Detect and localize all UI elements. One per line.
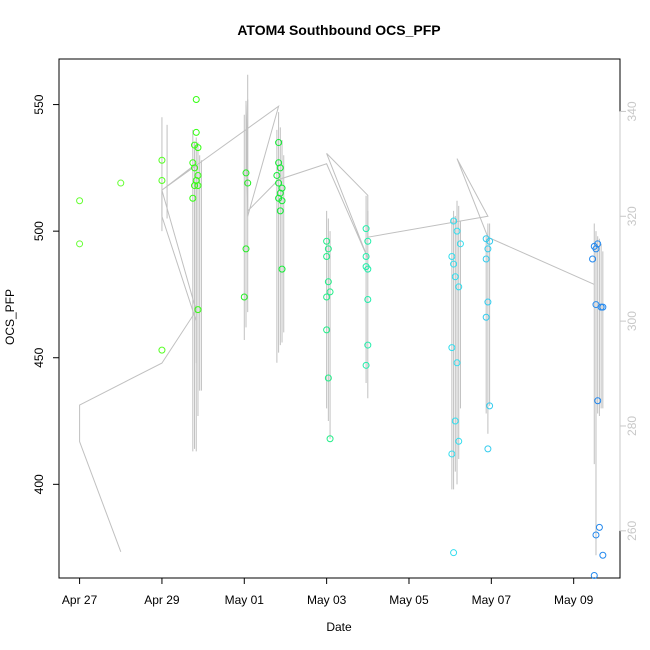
data-point (482, 313, 490, 321)
secondary-line-path (79, 74, 595, 552)
data-point (158, 346, 166, 354)
y-tick-label: 400 (32, 474, 46, 494)
y-tick-label: 450 (32, 347, 46, 367)
data-point (456, 240, 464, 248)
data-point (453, 359, 461, 367)
y2-tick-label: 280 (625, 416, 639, 436)
x-tick-label: May 01 (225, 593, 265, 607)
data-point (76, 240, 84, 248)
x-tick-label: May 05 (389, 593, 429, 607)
data-point (484, 445, 492, 453)
data-point (450, 549, 458, 557)
data-points (76, 96, 607, 579)
data-point (597, 303, 605, 311)
x-tick-label: Apr 29 (144, 593, 180, 607)
data-point (362, 361, 370, 369)
secondary-series-line (79, 74, 595, 552)
data-point (276, 164, 284, 172)
data-point (326, 435, 334, 443)
data-point (192, 96, 200, 104)
data-point (482, 255, 490, 263)
data-point (189, 194, 197, 202)
data-point (364, 341, 372, 349)
y2-axis: 260 280 300 320 340 (619, 101, 639, 541)
data-point (158, 156, 166, 164)
data-point (453, 227, 461, 235)
data-point (242, 245, 250, 253)
y2-tick-label: 320 (625, 206, 639, 226)
spike-lines (161, 99, 604, 556)
data-point (278, 197, 286, 205)
data-point (240, 293, 248, 301)
chart-title: ATOM4 Southbound OCS_PFP (237, 22, 440, 38)
x-axis-label: Date (326, 620, 352, 634)
data-point (324, 245, 332, 253)
data-point (323, 293, 331, 301)
x-axis: Apr 27 Apr 29 May 01 May 03 May 05 May 07 May … (62, 577, 594, 607)
data-point (76, 197, 84, 205)
y-axis-label: OCS_PFP (3, 289, 17, 345)
y2-tick-label: 340 (625, 101, 639, 121)
data-point (592, 531, 600, 539)
data-point (191, 164, 199, 172)
x-tick-label: May 03 (307, 593, 347, 607)
data-point (362, 252, 370, 260)
y2-tick-label: 260 (625, 520, 639, 540)
data-point (486, 402, 494, 410)
data-point (324, 374, 332, 382)
y2-tick-label: 300 (625, 311, 639, 331)
data-point (276, 207, 284, 215)
data-point (448, 344, 456, 352)
data-point (595, 523, 603, 531)
data-point (194, 306, 202, 314)
x-tick-label: Apr 27 (62, 593, 98, 607)
data-point (451, 417, 459, 425)
data-point (326, 288, 334, 296)
data-point (362, 225, 370, 233)
x-tick-label: May 07 (472, 593, 512, 607)
data-point (455, 437, 463, 445)
y-tick-label: 550 (32, 94, 46, 114)
data-point (450, 260, 458, 268)
data-point (324, 278, 332, 286)
data-point (590, 571, 598, 579)
data-point (244, 179, 252, 187)
data-point (273, 171, 281, 179)
data-point (158, 177, 166, 185)
data-point (192, 128, 200, 136)
data-point (242, 169, 250, 177)
data-point (278, 265, 286, 273)
y-tick-label: 500 (32, 221, 46, 241)
y-axis: 400 450 500 550 (32, 94, 60, 494)
data-point (448, 450, 456, 458)
plot-frame (58, 58, 621, 579)
data-point (448, 252, 456, 260)
data-point (275, 139, 283, 147)
data-point (323, 326, 331, 334)
data-point (589, 255, 597, 263)
data-point (451, 273, 459, 281)
data-point (194, 144, 202, 152)
data-point (117, 179, 125, 187)
data-point (594, 397, 602, 405)
data-point (364, 296, 372, 304)
data-point (599, 551, 607, 559)
data-point (364, 237, 372, 245)
data-point (592, 245, 600, 253)
data-point (486, 237, 494, 245)
data-point (275, 179, 283, 187)
data-point (323, 252, 331, 260)
data-point (455, 283, 463, 291)
data-point (194, 182, 202, 190)
data-point (484, 298, 492, 306)
data-point (484, 245, 492, 253)
x-tick-label: May 09 (554, 593, 594, 607)
data-point (450, 217, 458, 225)
data-point (191, 182, 199, 190)
data-point (323, 237, 331, 245)
data-point (364, 265, 372, 273)
